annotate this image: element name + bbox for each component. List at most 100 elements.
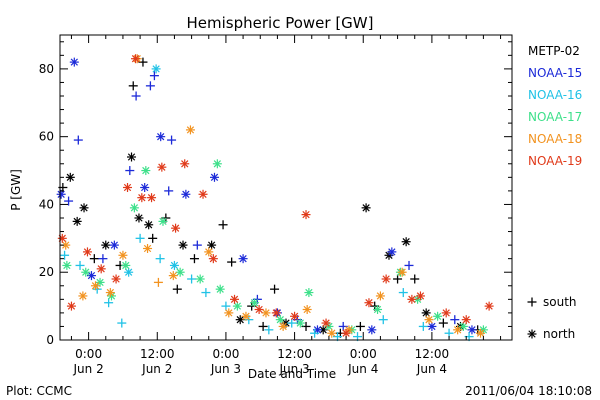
south-point bbox=[149, 71, 159, 81]
plot-marks bbox=[56, 54, 494, 342]
north-point bbox=[144, 220, 154, 230]
north-point bbox=[433, 311, 443, 321]
south-point bbox=[398, 288, 408, 298]
north-point bbox=[476, 328, 486, 338]
north-point bbox=[401, 237, 411, 247]
south-point bbox=[64, 196, 74, 206]
north-point bbox=[407, 294, 417, 304]
north-point bbox=[131, 54, 141, 64]
north-point bbox=[421, 308, 431, 318]
north-point bbox=[82, 247, 92, 257]
north-point bbox=[427, 321, 437, 331]
north-point bbox=[147, 193, 157, 203]
south-point bbox=[201, 288, 211, 298]
north-point bbox=[301, 210, 311, 220]
x-tick-time: 12:00 bbox=[415, 347, 450, 361]
north-point bbox=[111, 274, 121, 284]
south-point bbox=[153, 277, 163, 287]
north-point bbox=[78, 291, 88, 301]
legend-entry-noaa-17: NOAA-17 bbox=[528, 110, 582, 124]
south-point bbox=[192, 240, 202, 250]
south-point bbox=[73, 135, 83, 145]
north-point bbox=[261, 308, 271, 318]
x-tick-date: Jun 4 bbox=[416, 362, 447, 376]
marker-legend-label: south bbox=[543, 295, 577, 309]
x-tick-date: Jun 2 bbox=[73, 362, 104, 376]
south-point bbox=[89, 254, 99, 264]
south-point bbox=[167, 135, 177, 145]
series-noaa-15 bbox=[56, 57, 477, 335]
y-tick-label: 0 bbox=[46, 333, 54, 347]
north-point bbox=[169, 260, 179, 270]
north-point bbox=[224, 308, 234, 318]
north-point bbox=[304, 288, 314, 298]
north-point bbox=[453, 325, 463, 335]
north-point bbox=[96, 264, 106, 274]
x-tick-date: Jun 4 bbox=[347, 362, 378, 376]
x-tick-date: Jun 3 bbox=[278, 362, 309, 376]
south-point bbox=[227, 257, 237, 267]
chart-title: Hemispheric Power [GW] bbox=[187, 14, 374, 32]
north-point bbox=[134, 213, 144, 223]
north-point bbox=[65, 172, 75, 182]
north-point bbox=[361, 203, 371, 213]
north-point bbox=[95, 277, 105, 287]
north-point bbox=[198, 189, 208, 199]
south-point bbox=[104, 298, 114, 308]
legend-entry-noaa-19: NOAA-19 bbox=[528, 154, 582, 168]
north-point bbox=[373, 305, 383, 314]
north-point bbox=[121, 260, 131, 270]
south-point bbox=[60, 250, 70, 260]
south-point bbox=[287, 318, 297, 328]
north-point bbox=[181, 189, 191, 199]
south-point bbox=[404, 260, 414, 270]
north-point bbox=[302, 305, 312, 314]
north-point bbox=[137, 193, 147, 203]
north-point bbox=[105, 288, 115, 298]
south-point bbox=[148, 233, 158, 243]
marker-legend-north: north bbox=[527, 327, 575, 341]
y-tick-label: 60 bbox=[39, 130, 54, 144]
south-point bbox=[450, 315, 460, 325]
north-point bbox=[467, 325, 477, 335]
north-point bbox=[123, 183, 133, 192]
north-point bbox=[171, 223, 181, 233]
north-point bbox=[90, 281, 100, 291]
north-point bbox=[424, 315, 434, 325]
x-tick-time: 12:00 bbox=[140, 347, 175, 361]
north-point bbox=[295, 318, 305, 328]
marker-legend-label: north bbox=[543, 327, 575, 341]
series-noaa-18 bbox=[61, 54, 486, 338]
north-point bbox=[204, 247, 214, 257]
south-point bbox=[258, 321, 268, 331]
legend-entry-noaa-16: NOAA-16 bbox=[528, 88, 582, 102]
south-point bbox=[355, 321, 365, 331]
north-point bbox=[118, 250, 128, 260]
series-noaa-16 bbox=[60, 64, 474, 342]
x-tick-time: 0:00 bbox=[75, 347, 102, 361]
north-point bbox=[254, 305, 264, 314]
south-point bbox=[218, 220, 228, 230]
north-point bbox=[484, 301, 494, 311]
legend: METP-02 NOAA-15 NOAA-16 NOAA-17 NOAA-18 NOAA-… bbox=[527, 44, 582, 341]
north-point bbox=[230, 294, 240, 304]
north-point bbox=[180, 159, 190, 169]
north-point bbox=[321, 318, 331, 328]
north-point bbox=[81, 267, 91, 277]
south-point bbox=[117, 318, 127, 328]
north-point bbox=[290, 311, 300, 321]
north-point bbox=[151, 64, 161, 74]
north-point bbox=[62, 260, 72, 270]
y-axis-label: P [GW] bbox=[9, 169, 23, 211]
south-point bbox=[128, 81, 138, 91]
y-tick-label: 20 bbox=[39, 265, 54, 279]
north-point bbox=[143, 244, 153, 253]
north-point bbox=[327, 328, 337, 338]
y-tick-label: 40 bbox=[39, 197, 54, 211]
north-point bbox=[441, 308, 451, 318]
plot-frame bbox=[59, 34, 513, 341]
north-point bbox=[168, 271, 178, 281]
north-point bbox=[57, 233, 67, 243]
